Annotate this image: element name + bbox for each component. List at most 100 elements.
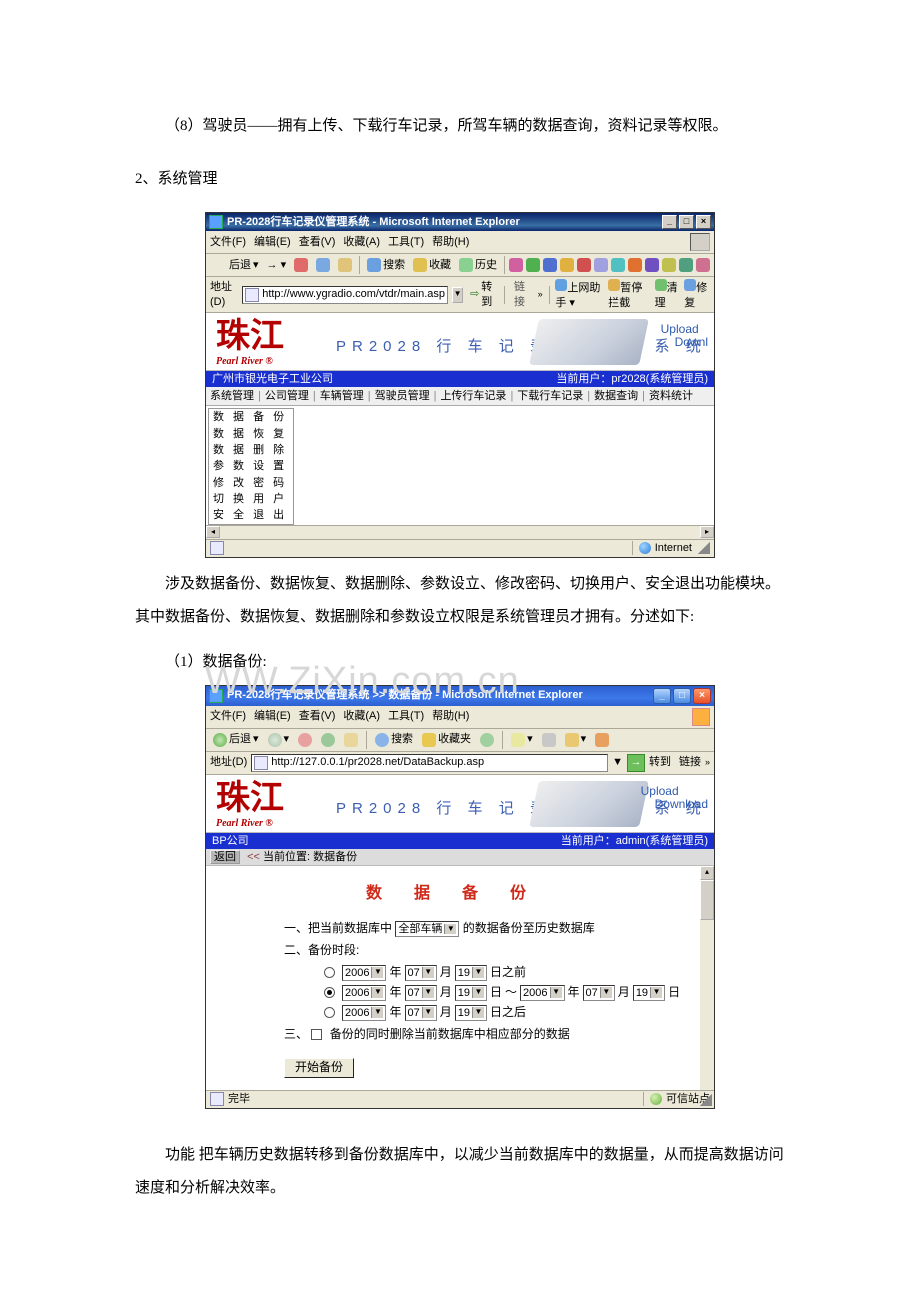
month-to-select[interactable]: 07▼ <box>583 985 615 1001</box>
day-select[interactable]: 19▼ <box>455 965 487 981</box>
scroll-thumb[interactable] <box>700 880 714 920</box>
toolbar-icon[interactable] <box>577 258 591 272</box>
url-dropdown[interactable]: ▼ <box>612 755 623 769</box>
scroll-up-button[interactable]: ▴ <box>700 866 714 880</box>
menu-edit[interactable]: 编辑(E) <box>254 235 291 249</box>
toolbar-icon[interactable] <box>543 258 557 272</box>
history-button[interactable]: 历史 <box>456 257 500 273</box>
toolbar-icon[interactable] <box>594 258 608 272</box>
forward-button[interactable]: → ▾ <box>264 257 290 273</box>
window-titlebar[interactable]: PR-2028行车记录仪管理系统 >> 数据备份 - Microsoft Int… <box>206 686 714 706</box>
nav-tab[interactable]: 数据查询 <box>594 390 638 402</box>
back-link[interactable]: 返回 <box>210 850 240 864</box>
back-button[interactable]: 后退 ▾ <box>210 731 262 747</box>
helper-1[interactable]: 上网助手 ▾ <box>555 279 604 310</box>
month-from-select[interactable]: 07▼ <box>405 985 437 1001</box>
nav-tab[interactable]: 下载行车记录 <box>517 390 583 402</box>
nav-tab[interactable]: 公司管理 <box>265 390 309 402</box>
v-scrollbar[interactable]: ▴ <box>700 866 714 1090</box>
resize-grip[interactable] <box>700 1094 712 1106</box>
submenu-item[interactable]: 数 据 恢 复 <box>209 426 293 442</box>
fav-button[interactable]: 收藏夹 <box>419 731 474 747</box>
radio-after[interactable] <box>324 1007 335 1018</box>
menu-file[interactable]: 文件(F) <box>210 235 246 249</box>
menu-help[interactable]: 帮助(H) <box>432 709 469 723</box>
menu-file[interactable]: 文件(F) <box>210 709 246 723</box>
scroll-right-button[interactable]: ▸ <box>700 526 714 538</box>
helper-3[interactable]: 清理 <box>655 279 681 310</box>
url-input[interactable]: http://127.0.0.1/pr2028.net/DataBackup.a… <box>251 754 608 772</box>
discuss-button[interactable] <box>592 732 612 748</box>
home-button[interactable] <box>341 732 361 748</box>
day-from-select[interactable]: 19▼ <box>455 985 487 1001</box>
radio-before[interactable] <box>324 967 335 978</box>
menu-fav[interactable]: 收藏(A) <box>343 235 380 249</box>
fav-button[interactable]: 收藏 <box>410 257 454 273</box>
resize-grip[interactable] <box>698 542 710 554</box>
menu-view[interactable]: 查看(V) <box>299 709 336 723</box>
go-button[interactable]: ⇨转到 <box>467 280 498 309</box>
url-input[interactable]: http://www.ygradio.com/vtdr/main.asp <box>242 286 448 304</box>
nav-tab[interactable]: 驾驶员管理 <box>375 390 430 402</box>
back-button[interactable]: 后退 ▾ <box>210 257 262 273</box>
maximize-button[interactable]: □ <box>679 215 694 229</box>
search-button[interactable]: 搜索 <box>372 731 416 747</box>
submenu-item[interactable]: 修 改 密 码 <box>209 475 293 491</box>
menu-tools[interactable]: 工具(T) <box>388 709 424 723</box>
toolbar-icon[interactable] <box>611 258 625 272</box>
links-label[interactable]: 链接 <box>514 280 531 309</box>
menu-fav[interactable]: 收藏(A) <box>343 709 380 723</box>
nav-tab[interactable]: 系统管理 <box>210 390 254 402</box>
edit-button[interactable]: ▾ <box>562 731 590 747</box>
year-from-select[interactable]: 2006▼ <box>342 985 386 1001</box>
close-button[interactable]: × <box>696 215 711 229</box>
refresh-button[interactable] <box>313 257 333 273</box>
toolbar-icon[interactable] <box>509 258 523 272</box>
links-label[interactable]: 链接 <box>679 755 701 769</box>
submenu-item[interactable]: 安 全 退 出 <box>209 507 293 523</box>
window-titlebar[interactable]: PR-2028行车记录仪管理系统 - Microsoft Internet Ex… <box>206 213 714 231</box>
nav-tab[interactable]: 车辆管理 <box>320 390 364 402</box>
toolbar-icon[interactable] <box>696 258 710 272</box>
helper-2[interactable]: 暂停拦截 <box>608 279 650 310</box>
year-to-select[interactable]: 2006▼ <box>520 985 564 1001</box>
minimize-button[interactable]: _ <box>662 215 677 229</box>
nav-tab[interactable]: 上传行车记录 <box>440 390 506 402</box>
year-select[interactable]: 2006▼ <box>342 1005 386 1021</box>
menu-view[interactable]: 查看(V) <box>299 235 336 249</box>
minimize-button[interactable]: _ <box>653 688 671 704</box>
radio-range[interactable] <box>324 987 335 998</box>
toolbar-icon[interactable] <box>628 258 642 272</box>
scroll-left-button[interactable]: ◂ <box>206 526 220 538</box>
menu-tools[interactable]: 工具(T) <box>388 235 424 249</box>
submenu-item[interactable]: 数 据 备 份 <box>209 409 293 425</box>
search-button[interactable]: 搜索 <box>364 257 408 273</box>
delete-checkbox[interactable] <box>311 1029 322 1040</box>
toolbar-icon[interactable] <box>526 258 540 272</box>
day-to-select[interactable]: 19▼ <box>633 985 665 1001</box>
year-select[interactable]: 2006▼ <box>342 965 386 981</box>
month-select[interactable]: 07▼ <box>405 965 437 981</box>
toolbar-icon[interactable] <box>662 258 676 272</box>
month-select[interactable]: 07▼ <box>405 1005 437 1021</box>
start-backup-button[interactable]: 开始备份 <box>284 1058 354 1078</box>
refresh-button[interactable] <box>318 732 338 748</box>
go-button[interactable]: → <box>627 754 645 772</box>
toolbar-icon[interactable] <box>645 258 659 272</box>
print-button[interactable] <box>539 732 559 748</box>
day-select[interactable]: 19▼ <box>455 1005 487 1021</box>
h-scrollbar[interactable]: ◂ ▸ <box>206 525 714 539</box>
toolbar-icon[interactable] <box>560 258 574 272</box>
submenu-item[interactable]: 数 据 删 除 <box>209 442 293 458</box>
maximize-button[interactable]: □ <box>673 688 691 704</box>
close-button[interactable]: × <box>693 688 711 704</box>
media-button[interactable] <box>477 732 497 748</box>
vehicle-select[interactable]: 全部车辆▼ <box>395 921 459 937</box>
mail-button[interactable]: ▾ <box>508 731 536 747</box>
nav-tab[interactable]: 资料统计 <box>649 390 693 402</box>
menu-edit[interactable]: 编辑(E) <box>254 709 291 723</box>
stop-button[interactable] <box>295 732 315 748</box>
home-button[interactable] <box>335 257 355 273</box>
stop-button[interactable] <box>291 257 311 273</box>
url-dropdown[interactable]: ▼ <box>452 287 463 303</box>
